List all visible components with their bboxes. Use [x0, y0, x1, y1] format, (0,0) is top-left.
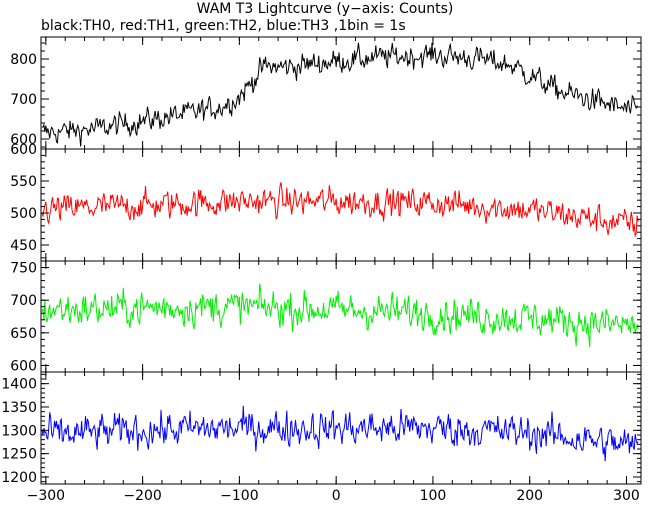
x-tick-label: −200 — [123, 488, 161, 504]
y-tick-label: 450 — [10, 238, 37, 254]
y-tick-label: 1350 — [1, 400, 37, 416]
x-tick-label: 100 — [420, 488, 447, 504]
x-tick-label: −100 — [220, 488, 258, 504]
y-tick-label: 500 — [10, 206, 37, 222]
y-tick-label: 600 — [10, 142, 37, 158]
y-tick-label: 750 — [10, 261, 37, 277]
chart-subtitle: black:TH0, red:TH1, green:TH2, blue:TH3 … — [41, 18, 406, 34]
panel-frame-th3 — [40, 371, 642, 485]
x-tick-label: 300 — [613, 488, 640, 504]
y-tick-label: 1200 — [1, 470, 37, 486]
y-tick-label: 600 — [10, 132, 37, 148]
y-tick-label: 1250 — [1, 447, 37, 463]
series-line-th1 — [41, 182, 639, 238]
chart-title: WAM T3 Lightcurve (y−axis: Counts) — [196, 1, 454, 17]
y-tick-label: 1400 — [1, 377, 37, 393]
series-line-th2 — [41, 283, 639, 348]
x-tick-label: 0 — [332, 488, 341, 504]
series-line-th3 — [41, 405, 639, 462]
y-tick-label: 700 — [10, 293, 37, 309]
y-tick-label: 650 — [10, 326, 37, 342]
y-tick-label: 600 — [10, 358, 37, 374]
x-tick-label: 200 — [516, 488, 543, 504]
y-tick-label: 800 — [10, 52, 37, 68]
x-tick-label: −300 — [27, 488, 65, 504]
y-tick-label: 550 — [10, 174, 37, 190]
series-line-th0 — [41, 42, 639, 147]
y-tick-label: 700 — [10, 92, 37, 108]
y-tick-label: 1300 — [1, 423, 37, 439]
